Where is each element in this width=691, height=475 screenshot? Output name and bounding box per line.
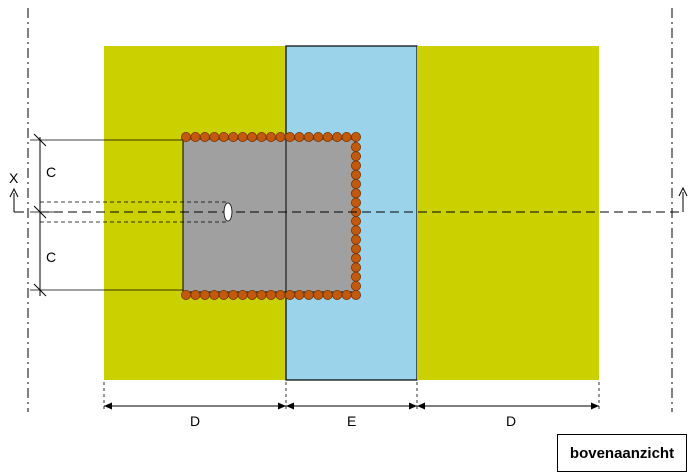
- dowel: [350, 160, 361, 171]
- outer-zone-right: [417, 46, 599, 380]
- dowel: [265, 131, 276, 142]
- dowel: [294, 131, 305, 142]
- dowel: [237, 289, 248, 300]
- dim-c-lower-label: C: [46, 249, 56, 265]
- dowel: [350, 253, 361, 264]
- dim-arrowheads: [104, 402, 599, 410]
- dowel: [350, 188, 361, 199]
- dowel: [303, 289, 314, 300]
- dowel: [247, 131, 258, 142]
- dowel: [350, 179, 361, 190]
- grey-block: [182, 138, 356, 293]
- dowel: [341, 289, 352, 300]
- dowel: [350, 243, 361, 254]
- dowel-column-right: [350, 141, 361, 291]
- dowel-row-bottom: [180, 289, 361, 300]
- dowel-row-top: [180, 131, 361, 142]
- dowel: [180, 289, 191, 300]
- dowel: [350, 216, 361, 227]
- dowel: [350, 289, 361, 300]
- section-arrowhead-right: [678, 186, 688, 197]
- view-label-box: bovenaanzicht: [557, 434, 687, 472]
- dim-c-tick-middle: [33, 205, 47, 219]
- dowel: [322, 289, 333, 300]
- dowel: [350, 225, 361, 236]
- dowel: [247, 289, 258, 300]
- dim-c-tick-bottom: [33, 283, 47, 297]
- dim-d-right-label: D: [506, 413, 516, 429]
- dowel: [228, 289, 239, 300]
- dowel: [350, 280, 361, 291]
- dowel: [199, 289, 210, 300]
- dim-e-label: E: [347, 413, 356, 429]
- dowel: [275, 131, 286, 142]
- dowel: [265, 289, 276, 300]
- dowel: [350, 271, 361, 282]
- dowel: [350, 234, 361, 245]
- dowel: [237, 131, 248, 142]
- opening-end: [223, 202, 233, 222]
- dowel: [294, 289, 305, 300]
- dowel: [350, 131, 361, 142]
- dowel: [228, 131, 239, 142]
- dowel: [341, 131, 352, 142]
- view-label: bovenaanzicht: [569, 444, 675, 462]
- dowel: [190, 131, 201, 142]
- dowel: [190, 289, 201, 300]
- dim-c-upper-label: C: [46, 164, 56, 180]
- dim-d-left-label: D: [190, 413, 200, 429]
- dowel: [303, 131, 314, 142]
- dowel: [209, 131, 220, 142]
- dowel: [209, 289, 220, 300]
- dowel: [350, 169, 361, 180]
- dim-c-tick-top: [33, 133, 47, 147]
- dowel: [284, 131, 295, 142]
- dowel: [322, 131, 333, 142]
- dowel: [199, 131, 210, 142]
- dowel: [350, 197, 361, 208]
- dowel: [313, 131, 324, 142]
- dowel: [256, 289, 267, 300]
- dowel: [350, 141, 361, 152]
- dowel: [218, 289, 229, 300]
- dowel: [275, 289, 286, 300]
- dowel: [332, 289, 343, 300]
- dowel: [313, 289, 324, 300]
- dowel: [350, 151, 361, 162]
- dowel: [332, 131, 343, 142]
- section-arrowhead-left: [9, 187, 19, 198]
- section-marker-label: X: [9, 170, 19, 186]
- dowel: [256, 131, 267, 142]
- dowel: [350, 262, 361, 273]
- dowel: [218, 131, 229, 142]
- dowel: [284, 289, 295, 300]
